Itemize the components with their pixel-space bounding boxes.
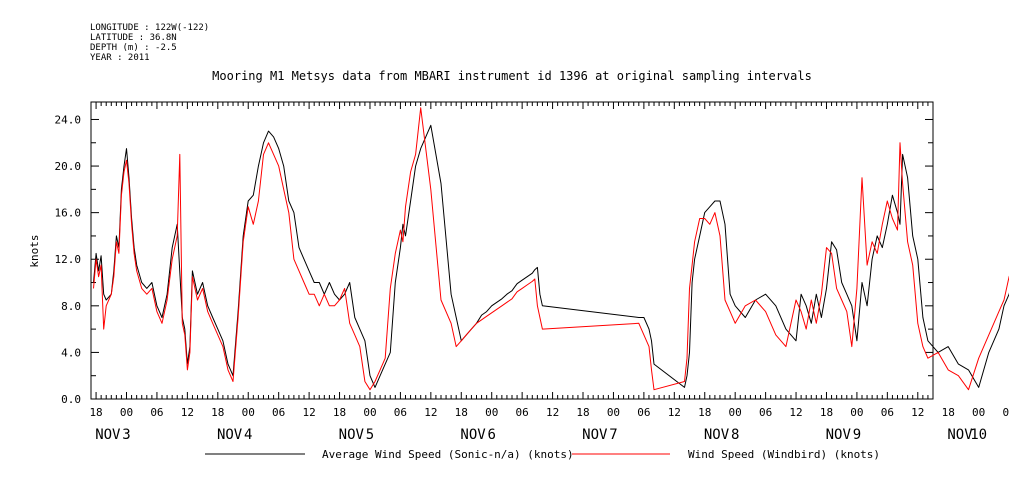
day-label-number: 4 <box>244 427 252 443</box>
x-tick-label: 18 <box>89 406 102 419</box>
series-lines <box>93 107 1009 391</box>
x-tick-label: 12 <box>181 406 194 419</box>
legend-label-average: Average Wind Speed (Sonic-n/a) (knots) <box>322 448 574 461</box>
y-tick-label: 0.0 <box>61 393 81 406</box>
x-tick-label: 00 <box>485 406 498 419</box>
day-label-month: NOV <box>947 427 973 443</box>
legend: Average Wind Speed (Sonic-n/a) (knots) W… <box>205 448 880 461</box>
x-tick-label: 12 <box>668 406 681 419</box>
x-tick-label: 12 <box>424 406 437 419</box>
y-tick-label: 8.0 <box>61 300 81 313</box>
day-label-month: NOV <box>95 427 121 443</box>
x-tick-label: 18 <box>455 406 468 419</box>
y-tick-label: 16.0 <box>55 207 82 220</box>
x-tick-label: 00 <box>729 406 742 419</box>
x-tick-label: 06 <box>272 406 285 419</box>
series-line-average-wind-speed <box>93 124 1009 388</box>
year-label: YEAR : 2011 <box>90 53 150 63</box>
x-tick-labels: 18 00 06 12 18 00 06 12 18 00 06 12 18 00 06 12 18 00 06 12… <box>89 406 1009 419</box>
day-label-number: 3 <box>122 427 130 443</box>
day-label-number: 8 <box>731 427 739 443</box>
day-label-month: NOV <box>460 427 486 443</box>
x-tick-label: 00 <box>850 406 863 419</box>
y-tick-label: 24.0 <box>55 113 82 126</box>
x-tick-label: 00 <box>120 406 133 419</box>
x-tick-label: 06 <box>150 406 163 419</box>
x-tick-label: 18 <box>698 406 711 419</box>
x-tick-label: 00 <box>363 406 376 419</box>
y-tick-label: 4.0 <box>61 346 81 359</box>
day-label-number: 9 <box>853 427 861 443</box>
latitude-label: LATITUDE : 36.8N <box>90 33 177 43</box>
day-label-month: NOV <box>339 427 365 443</box>
axis-ticks <box>90 102 934 400</box>
x-tick-label: 12 <box>302 406 315 419</box>
x-tick-label: 18 <box>333 406 346 419</box>
y-tick-labels: 0.0 4.0 8.0 12.0 16.0 20.0 24.0 <box>55 113 82 406</box>
x-tick-label: 18 <box>211 406 224 419</box>
metadata-block: LONGITUDE : 122W(-122) LATITUDE : 36.8N … <box>90 23 209 63</box>
series-line-windbird-wind-speed <box>93 107 1009 391</box>
legend-label-windbird: Wind Speed (Windbird) (knots) <box>688 448 880 461</box>
y-axis-label: knots <box>28 234 41 267</box>
x-tick-label: 18 <box>820 406 833 419</box>
x-tick-label: 06 <box>759 406 772 419</box>
day-label-number: 5 <box>366 427 374 443</box>
x-tick-label: 00 <box>972 406 985 419</box>
day-label-month: NOV <box>826 427 852 443</box>
x-tick-label: 06 <box>881 406 894 419</box>
x-tick-label: 18 <box>942 406 955 419</box>
x-tick-label: 12 <box>911 406 924 419</box>
longitude-label: LONGITUDE : 122W(-122) <box>90 23 209 33</box>
x-tick-label: 06 <box>1002 406 1009 419</box>
x-tick-label: 06 <box>637 406 650 419</box>
day-label-number: 7 <box>609 427 617 443</box>
day-label-number: 6 <box>487 427 495 443</box>
day-label-month: NOV <box>217 427 243 443</box>
x-tick-label: 06 <box>516 406 529 419</box>
x-tick-label: 00 <box>242 406 255 419</box>
y-tick-label: 12.0 <box>55 253 82 266</box>
x-tick-label: 00 <box>607 406 620 419</box>
y-tick-label: 20.0 <box>55 160 82 173</box>
day-label-month: NOV <box>704 427 730 443</box>
depth-label: DEPTH (m) : -2.5 <box>90 43 177 53</box>
x-tick-label: 18 <box>576 406 589 419</box>
plot-frame <box>90 101 934 400</box>
day-label-month: NOV <box>582 427 608 443</box>
x-tick-label: 12 <box>789 406 802 419</box>
x-tick-label: 12 <box>546 406 559 419</box>
day-label-number: 10 <box>970 427 987 443</box>
chart-title: Mooring M1 Metsys data from MBARI instru… <box>212 69 812 83</box>
x-tick-label: 06 <box>394 406 407 419</box>
